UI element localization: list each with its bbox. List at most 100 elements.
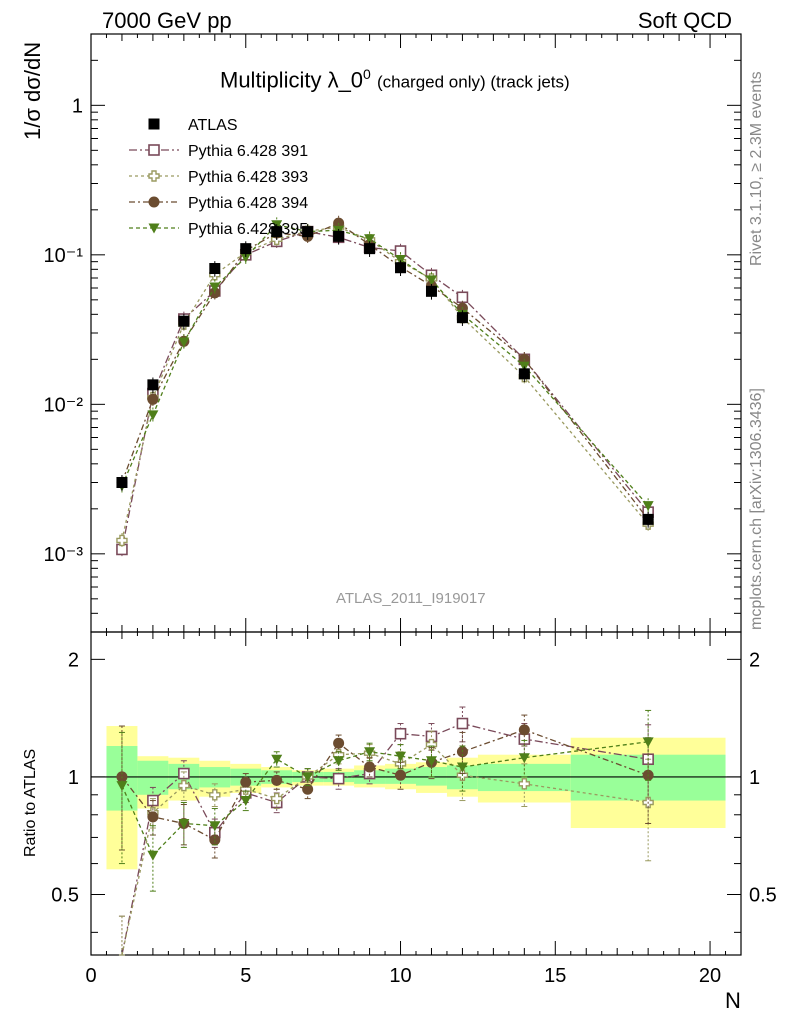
ratio-point: [240, 776, 252, 788]
x-axis-label: N: [725, 988, 741, 1013]
data-point: [425, 275, 437, 286]
data-point: [240, 243, 252, 255]
ratio-point: [425, 756, 437, 767]
data-point: [116, 534, 128, 547]
data-point: [147, 410, 159, 421]
header-right: Soft QCD: [637, 8, 732, 33]
y-tick-label: 10⁻¹: [44, 245, 84, 267]
series-pythia-6-428-393: [116, 219, 654, 549]
chart-title-suffix: (charged only) (track jets): [376, 72, 570, 92]
ratio-point: [240, 796, 252, 807]
mcplots-label: mcplots.cern.ch [arXiv:1306.3436]: [748, 388, 765, 630]
chart-title-sup: 0: [363, 66, 371, 82]
y-tick-label: 0.5: [51, 885, 79, 907]
ratio-point: [332, 772, 345, 785]
data-point: [116, 477, 128, 488]
ratio-point: [395, 769, 407, 781]
ratio-point: [147, 811, 159, 823]
data-point: [178, 315, 190, 327]
ratio-point: [147, 850, 159, 861]
legend-marker: [148, 223, 160, 234]
ratio-point: [271, 792, 283, 805]
data-point: [147, 393, 159, 405]
data-point: [395, 255, 407, 266]
legend-label: Pythia 6.428 393: [188, 169, 308, 186]
legend-label: Pythia 6.428 391: [188, 143, 308, 160]
band-stat: [137, 760, 169, 795]
data-point: [642, 501, 654, 512]
y-tick-label-right: 2: [749, 649, 760, 671]
ratio-point: [456, 717, 469, 730]
ratio-point: [116, 781, 128, 792]
y-tick-label: 1: [72, 95, 83, 117]
ratio-point: [518, 778, 531, 790]
data-point: [456, 312, 468, 324]
series-line: [121, 224, 649, 507]
ratio-bands: [91, 726, 741, 870]
ratio-point: [333, 756, 345, 767]
series-pythia-6-428-394: [116, 215, 654, 528]
ratio-point: [456, 762, 468, 773]
ratio-point: [518, 753, 530, 764]
series-line: [121, 230, 649, 550]
legend-marker: [148, 118, 160, 130]
watermark: ATLAS_2011_I919017: [336, 590, 486, 607]
data-point: [302, 226, 314, 238]
data-point: [642, 513, 654, 525]
ratio-line: [121, 729, 649, 841]
y-tick-label: 2: [68, 649, 79, 671]
legend-label: ATLAS: [188, 117, 238, 134]
ratio-series-pythia-6-428-395: [116, 709, 654, 892]
legend-marker: [148, 144, 160, 156]
series-line: [121, 222, 649, 520]
y-tick-label-right: 0.5: [749, 885, 777, 907]
rivet-label: Rivet 3.1.10, ≥ 2.3M events: [748, 71, 765, 266]
legend-marker: [148, 170, 160, 182]
ratio-point: [395, 751, 407, 762]
y-tick-label: 1: [68, 767, 79, 789]
ratio-line: [121, 741, 649, 857]
ratio-point: [209, 821, 221, 832]
series-pythia-6-428-391: [116, 224, 654, 558]
ratio-point: [302, 772, 314, 783]
header-left: 7000 GeV pp: [102, 8, 232, 33]
legend-marker: [148, 196, 160, 208]
legend-label: Pythia 6.428 395: [188, 221, 308, 238]
x-tick-label: 20: [699, 965, 721, 987]
data-point: [209, 282, 221, 293]
ratio-point: [642, 737, 654, 748]
data-point: [178, 337, 190, 348]
ratio-point: [518, 724, 530, 736]
ratio-point: [333, 737, 345, 749]
data-point: [240, 252, 252, 263]
data-point: [209, 263, 221, 275]
ratio-point: [209, 789, 221, 801]
ratio-point: [394, 727, 407, 740]
x-tick-label: 10: [389, 965, 411, 987]
chart-title: Multiplicity λ_00 (charged only) (track …: [220, 66, 570, 93]
y-tick-label-right: 1: [749, 767, 760, 789]
ratio-point: [209, 834, 221, 846]
plot-series: [116, 215, 654, 956]
ratio-point: [240, 783, 252, 795]
data-point: [271, 226, 283, 238]
chart-title-main: Multiplicity λ_0: [220, 67, 364, 93]
data-point: [425, 285, 437, 297]
series-atlas: [116, 224, 654, 528]
legend: ATLAS Pythia 6.428 391 Pythia 6.428 393 Pyt…: [129, 117, 308, 238]
x-tick-label: 0: [85, 965, 96, 987]
y-tick-label: 10⁻³: [44, 544, 84, 566]
ratio-point: [178, 818, 190, 829]
series-line: [121, 226, 649, 541]
data-point: [333, 230, 345, 242]
ratio-point: [178, 779, 190, 792]
series-pythia-6-428-395: [116, 217, 654, 514]
data-point: [147, 379, 159, 391]
data-point: [518, 368, 530, 380]
ratio-point: [364, 747, 376, 758]
x-tick-label: 15: [544, 965, 566, 987]
y-axis-label-main: 1/σ dσ/dN: [20, 41, 45, 140]
ratio-point: [302, 783, 314, 795]
x-tick-label: 5: [240, 965, 251, 987]
